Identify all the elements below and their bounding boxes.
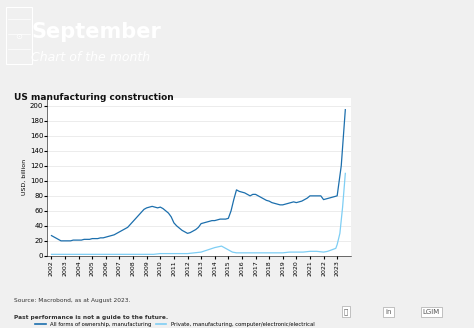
Y-axis label: USD, billion: USD, billion bbox=[22, 159, 27, 195]
Text: Past performance is not a guide to the future.: Past performance is not a guide to the f… bbox=[14, 315, 168, 320]
Text: US manufacturing construction: US manufacturing construction bbox=[14, 93, 174, 102]
Text: Source: Macrobond, as at August 2023.: Source: Macrobond, as at August 2023. bbox=[14, 298, 131, 303]
Text: 🐦: 🐦 bbox=[344, 308, 348, 315]
Text: in: in bbox=[385, 309, 392, 315]
Text: Chart of the month: Chart of the month bbox=[31, 51, 150, 64]
Text: September: September bbox=[31, 22, 161, 42]
Text: LGIM: LGIM bbox=[423, 309, 440, 315]
Legend: All forms of ownership, manufacturing, Private, manufacturing, computer/electron: All forms of ownership, manufacturing, P… bbox=[33, 319, 316, 328]
Text: ⊙: ⊙ bbox=[16, 32, 22, 41]
